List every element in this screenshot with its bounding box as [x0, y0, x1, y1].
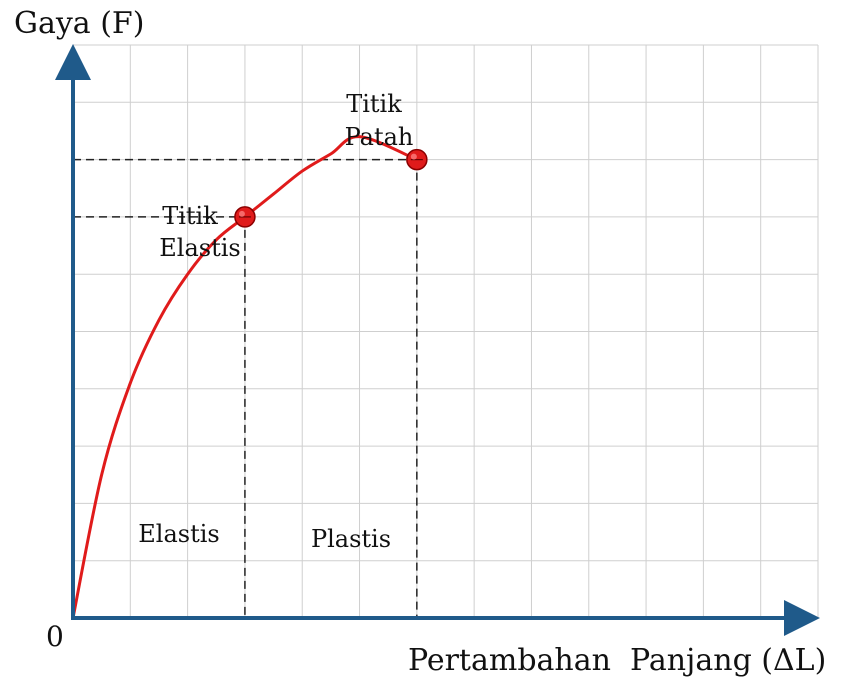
marker-highlight — [238, 210, 245, 217]
guide-lines — [73, 158, 418, 618]
force-extension-curve — [71, 135, 419, 620]
grid — [73, 44, 819, 618]
region-label-elastis: Elastis — [138, 520, 219, 548]
marker-label-elastic-line1: Titik — [162, 202, 218, 230]
axes — [55, 44, 820, 636]
marker-label-break-line2: Patah — [345, 123, 414, 151]
y-axis-label: Gaya (F) — [14, 6, 144, 41]
x-axis-label: Pertambahan Panjang (ΔL) — [408, 643, 826, 678]
marker-label-break-line1: Titik — [346, 90, 402, 118]
origin-label: 0 — [46, 620, 64, 653]
region-label-plastis: Plastis — [311, 525, 391, 553]
markers — [234, 148, 428, 228]
x-axis-arrow-icon — [784, 600, 820, 636]
marker-highlight — [410, 153, 417, 160]
y-axis-arrow-icon — [55, 44, 91, 80]
marker-label-elastic-line2: Elastis — [159, 234, 240, 262]
